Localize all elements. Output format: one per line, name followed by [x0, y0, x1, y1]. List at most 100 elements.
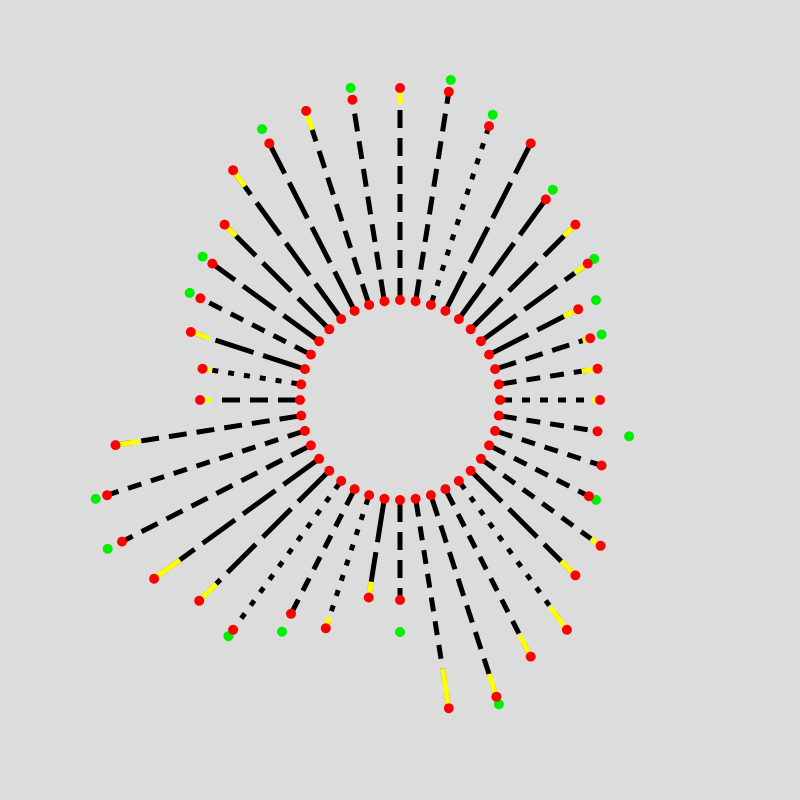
outer-marker	[395, 83, 405, 93]
spoke-dash	[233, 482, 341, 628]
spoke-dash	[459, 201, 546, 318]
outer-marker	[149, 573, 160, 584]
spoke-dash	[444, 145, 532, 309]
inner-marker	[465, 324, 476, 335]
inner-marker	[410, 296, 421, 307]
spoke-dash	[444, 491, 532, 655]
inner-marker	[425, 490, 436, 501]
inner-marker	[395, 495, 405, 505]
spoke-dash	[268, 145, 356, 309]
outer-marker	[595, 395, 605, 405]
outer-marker	[363, 592, 374, 603]
spoke-dash	[110, 429, 302, 497]
inner-marker	[440, 305, 451, 316]
outer-marker	[491, 691, 502, 702]
tip-marker	[184, 287, 195, 298]
outer-marker	[219, 219, 230, 230]
spoke-dash	[290, 491, 356, 612]
inner-marker	[314, 453, 325, 464]
spoke-dash	[498, 429, 599, 467]
outer-marker	[582, 258, 593, 269]
outer-marker	[525, 651, 536, 662]
inner-marker	[296, 410, 307, 421]
spoke-dash	[471, 225, 575, 329]
spoke-dash	[350, 103, 387, 298]
spoke-dash	[429, 498, 498, 694]
inner-marker	[296, 379, 307, 390]
outer-marker	[585, 333, 596, 344]
outer-marker	[228, 624, 239, 635]
inner-marker	[299, 364, 310, 375]
outer-marker	[347, 94, 358, 105]
inner-marker	[305, 440, 316, 451]
outer-marker	[228, 165, 239, 176]
spoke-dash	[200, 471, 329, 600]
outer-marker	[197, 363, 208, 374]
outer-marker	[195, 293, 206, 304]
inner-marker	[493, 410, 504, 421]
tip-marker	[493, 699, 504, 710]
spoke-dash	[119, 413, 298, 447]
tip-marker	[395, 627, 405, 637]
inner-marker	[495, 395, 505, 405]
inner-marker	[324, 324, 335, 335]
spoke-extension	[440, 668, 452, 709]
spoke-dash	[214, 263, 318, 341]
outer-marker	[561, 624, 572, 635]
inner-marker	[410, 493, 421, 504]
outer-marker	[443, 703, 454, 714]
spoke-dash	[225, 225, 329, 329]
inner-marker	[465, 465, 476, 476]
inner-marker	[453, 314, 464, 325]
tip-marker	[277, 626, 287, 637]
outer-marker	[573, 304, 584, 315]
inner-marker	[336, 475, 347, 486]
spoke-dash	[304, 113, 371, 302]
outer-marker	[207, 258, 218, 269]
outer-marker	[395, 595, 405, 605]
spoke-dash	[502, 413, 594, 434]
tip-marker	[345, 82, 356, 93]
inner-marker	[490, 364, 501, 375]
inner-marker	[379, 493, 390, 504]
inner-marker	[314, 336, 325, 347]
inner-marker	[475, 453, 486, 464]
inner-marker	[379, 296, 390, 307]
spoke-dash	[324, 498, 371, 626]
outer-marker	[525, 138, 536, 149]
tip-marker	[487, 109, 498, 120]
outer-marker	[117, 536, 127, 547]
spoke-dash	[366, 502, 387, 594]
tip-marker	[547, 184, 558, 195]
inner-marker	[475, 336, 486, 347]
spoke-dash	[124, 444, 309, 543]
tip-marker	[596, 329, 607, 340]
inner-marker	[484, 440, 495, 451]
inner-marker	[299, 425, 310, 436]
inner-marker	[395, 295, 405, 305]
spoke-dash	[193, 330, 302, 371]
outer-marker	[320, 623, 331, 634]
spoke-dash	[491, 308, 576, 356]
outer-marker	[583, 491, 594, 502]
inner-marker	[440, 484, 451, 495]
tip-marker	[624, 431, 635, 442]
spoke-dash	[413, 95, 451, 298]
outer-marker	[110, 440, 121, 451]
inner-marker	[349, 305, 360, 316]
spoke-dash	[233, 172, 341, 318]
outer-marker	[443, 86, 454, 97]
outer-marker	[185, 327, 196, 337]
inner-marker	[425, 299, 436, 310]
outer-marker	[570, 219, 581, 230]
spoke-dash	[482, 263, 586, 341]
tip-marker	[197, 251, 208, 262]
tip-marker	[90, 493, 101, 504]
outer-marker	[301, 105, 312, 116]
outer-marker	[484, 121, 494, 132]
outer-marker	[195, 395, 205, 405]
tip-marker	[257, 124, 267, 135]
inner-marker	[295, 395, 305, 405]
